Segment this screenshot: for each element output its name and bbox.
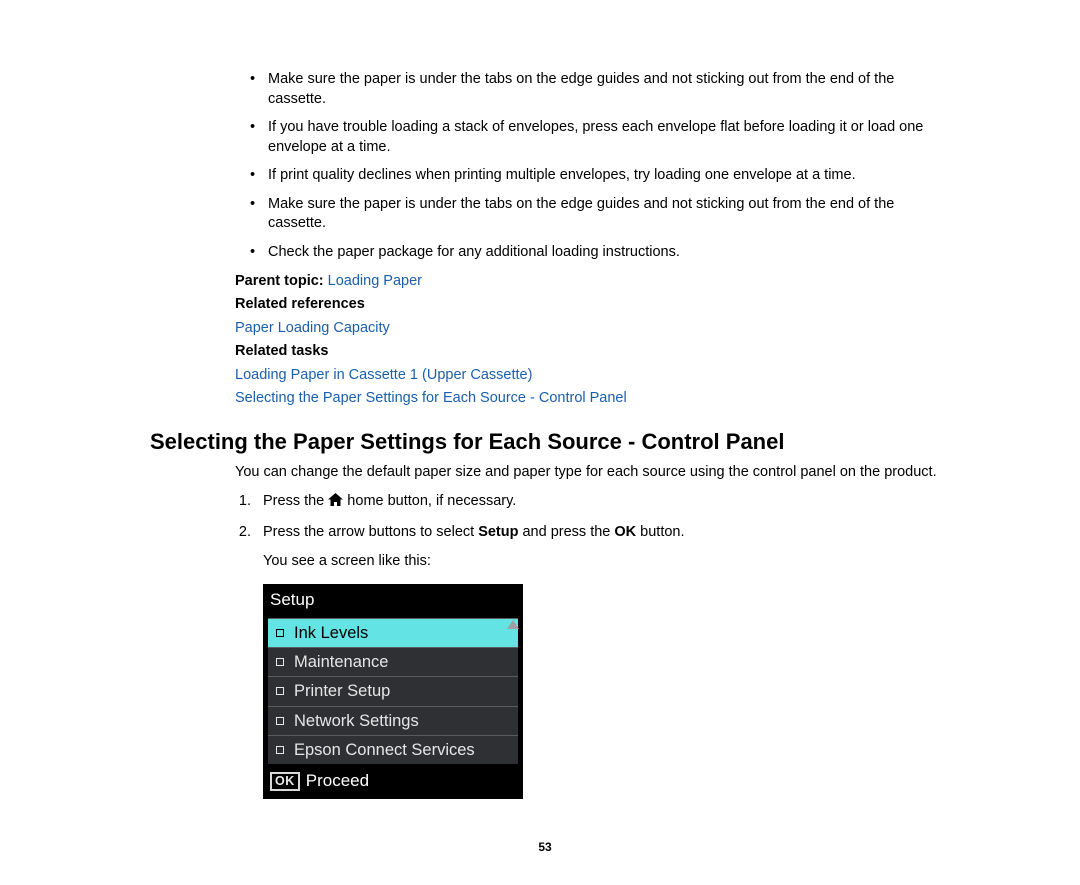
ok-button-icon: OK (270, 772, 300, 791)
lcd-menu-item-epson-connect[interactable]: Epson Connect Services (268, 735, 518, 764)
scroll-up-arrow-icon (507, 620, 519, 629)
step-text: and press the (518, 524, 614, 540)
steps-list: Press the home button, if necessary. Pre… (150, 492, 940, 542)
lcd-item-label: Epson Connect Services (294, 739, 475, 761)
step-item: Press the arrow buttons to select Setup … (255, 523, 940, 543)
step-bold: OK (614, 524, 636, 540)
bullet-item: Make sure the paper is under the tabs on… (250, 70, 940, 109)
related-references-link[interactable]: Paper Loading Capacity (150, 319, 940, 339)
lcd-screenshot-wrap: Setup Ink Levels Maintenance Printer Set… (150, 584, 940, 799)
related-task-link[interactable]: Selecting the Paper Settings for Each So… (150, 389, 940, 409)
lcd-screen: Setup Ink Levels Maintenance Printer Set… (263, 584, 523, 799)
parent-topic-link[interactable]: Loading Paper (328, 273, 422, 289)
lcd-header: Setup (264, 585, 522, 618)
bullet-item: If print quality declines when printing … (250, 166, 940, 186)
intro-paragraph: You can change the default paper size an… (150, 463, 940, 483)
lcd-item-label: Printer Setup (294, 680, 390, 702)
lcd-footer-text: Proceed (306, 770, 369, 793)
after-steps-text: You see a screen like this: (150, 552, 940, 572)
bullet-item: If you have trouble loading a stack of e… (250, 118, 940, 157)
lcd-menu-list: Ink Levels Maintenance Printer Setup Net… (268, 618, 518, 764)
bullet-item: Make sure the paper is under the tabs on… (250, 195, 940, 234)
related-tasks-label: Related tasks (150, 342, 940, 362)
tips-bullet-list: Make sure the paper is under the tabs on… (150, 70, 940, 263)
bullet-square-icon (276, 629, 284, 637)
step-text: Press the (263, 493, 328, 509)
bullet-square-icon (276, 717, 284, 725)
parent-topic-label: Parent topic: (235, 273, 328, 289)
lcd-item-label: Ink Levels (294, 622, 368, 644)
home-icon (328, 493, 343, 513)
lcd-menu-item-maintenance[interactable]: Maintenance (268, 647, 518, 676)
document-page: Make sure the paper is under the tabs on… (0, 0, 1080, 885)
step-text: Press the arrow buttons to select (263, 524, 478, 540)
section-heading: Selecting the Paper Settings for Each So… (150, 427, 940, 457)
related-references-label: Related references (150, 295, 940, 315)
page-number: 53 (150, 839, 940, 855)
bullet-square-icon (276, 746, 284, 754)
lcd-menu-item-printer-setup[interactable]: Printer Setup (268, 676, 518, 705)
lcd-menu-item-ink-levels[interactable]: Ink Levels (268, 618, 518, 647)
lcd-item-label: Network Settings (294, 710, 419, 732)
lcd-item-label: Maintenance (294, 651, 388, 673)
lcd-menu-item-network-settings[interactable]: Network Settings (268, 706, 518, 735)
parent-topic-line: Parent topic: Loading Paper (150, 272, 940, 292)
bullet-square-icon (276, 658, 284, 666)
bullet-item: Check the paper package for any addition… (250, 243, 940, 263)
bullet-square-icon (276, 687, 284, 695)
step-item: Press the home button, if necessary. (255, 492, 940, 513)
related-task-link[interactable]: Loading Paper in Cassette 1 (Upper Casse… (150, 366, 940, 386)
step-text: home button, if necessary. (343, 493, 516, 509)
lcd-footer: OK Proceed (264, 766, 522, 798)
step-bold: Setup (478, 524, 518, 540)
step-text: button. (636, 524, 684, 540)
